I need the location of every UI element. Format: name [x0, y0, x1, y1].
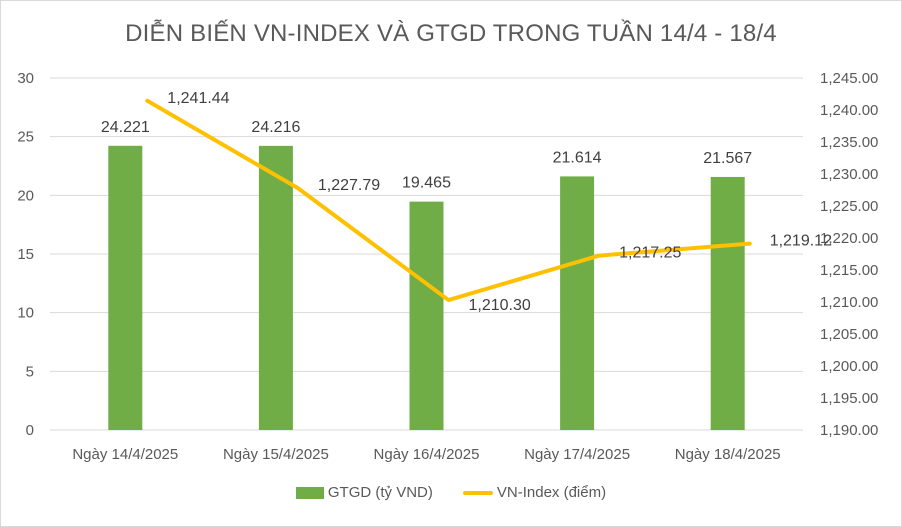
- legend-item-vnindex: VN-Index (điểm): [462, 484, 607, 501]
- x-category-label: Ngày 14/4/2025: [72, 446, 178, 463]
- y-right-tick-label: 1,190.00: [820, 422, 878, 439]
- bar-data-label: 24.216: [251, 119, 300, 136]
- bar-gtgd: [108, 145, 143, 430]
- line-data-label: 1,227.79: [318, 177, 380, 194]
- legend-label-vnindex: VN-Index (điểm): [496, 484, 607, 501]
- y-left-tick-label: 30: [17, 70, 34, 87]
- y-right-tick-label: 1,230.00: [820, 166, 878, 183]
- line-data-label: 1,219.12: [770, 233, 832, 250]
- chart-legend: GTGD (tỷ VND) VN-Index (điểm): [0, 484, 902, 501]
- bar-data-label: 21.567: [703, 150, 752, 167]
- legend-line-swatch-icon: [462, 490, 493, 495]
- y-left-tick-label: 0: [26, 422, 34, 439]
- y-right-tick-label: 1,200.00: [820, 358, 878, 375]
- y-right-tick-label: 1,220.00: [820, 230, 878, 247]
- line-data-label: 1,241.44: [167, 90, 229, 107]
- line-vnindex: [145, 98, 752, 303]
- y-right-tick-label: 1,245.00: [820, 70, 878, 87]
- legend-bar-swatch-icon: [295, 486, 324, 499]
- legend-label-gtgd: GTGD (tỷ VND): [327, 484, 433, 501]
- bar-gtgd: [710, 176, 745, 430]
- line-data-label: 1,217.25: [619, 245, 681, 262]
- y-right-tick-label: 1,240.00: [820, 102, 878, 119]
- bar-data-label: 21.614: [553, 149, 602, 166]
- y-right-tick-label: 1,205.00: [820, 326, 878, 343]
- bar-gtgd: [409, 201, 444, 430]
- bar-data-label: 19.465: [402, 175, 451, 192]
- line-data-label: 1,210.30: [469, 297, 531, 314]
- y-right-tick-label: 1,195.00: [820, 390, 878, 407]
- x-category-label: Ngày 18/4/2025: [675, 446, 781, 463]
- bar-data-label: 24.221: [101, 119, 150, 136]
- y-left-tick-label: 5: [26, 363, 34, 380]
- x-category-label: Ngày 16/4/2025: [374, 446, 480, 463]
- y-right-tick-label: 1,225.00: [820, 198, 878, 215]
- y-left-tick-label: 15: [17, 246, 34, 263]
- y-left-tick-label: 20: [17, 187, 34, 204]
- chart-title: DIỄN BIẾN VN-INDEX VÀ GTGD TRONG TUẦN 14…: [125, 20, 777, 47]
- y-left-tick-label: 10: [17, 305, 34, 322]
- x-category-label: Ngày 17/4/2025: [524, 446, 630, 463]
- y-left-tick-label: 25: [17, 129, 34, 146]
- y-right-tick-label: 1,235.00: [820, 134, 878, 151]
- bar-gtgd: [258, 145, 293, 430]
- legend-item-gtgd: GTGD (tỷ VND): [295, 484, 433, 501]
- y-right-tick-label: 1,210.00: [820, 294, 878, 311]
- x-category-label: Ngày 15/4/2025: [223, 446, 329, 463]
- y-right-tick-label: 1,215.00: [820, 262, 878, 279]
- bar-gtgd: [560, 176, 595, 430]
